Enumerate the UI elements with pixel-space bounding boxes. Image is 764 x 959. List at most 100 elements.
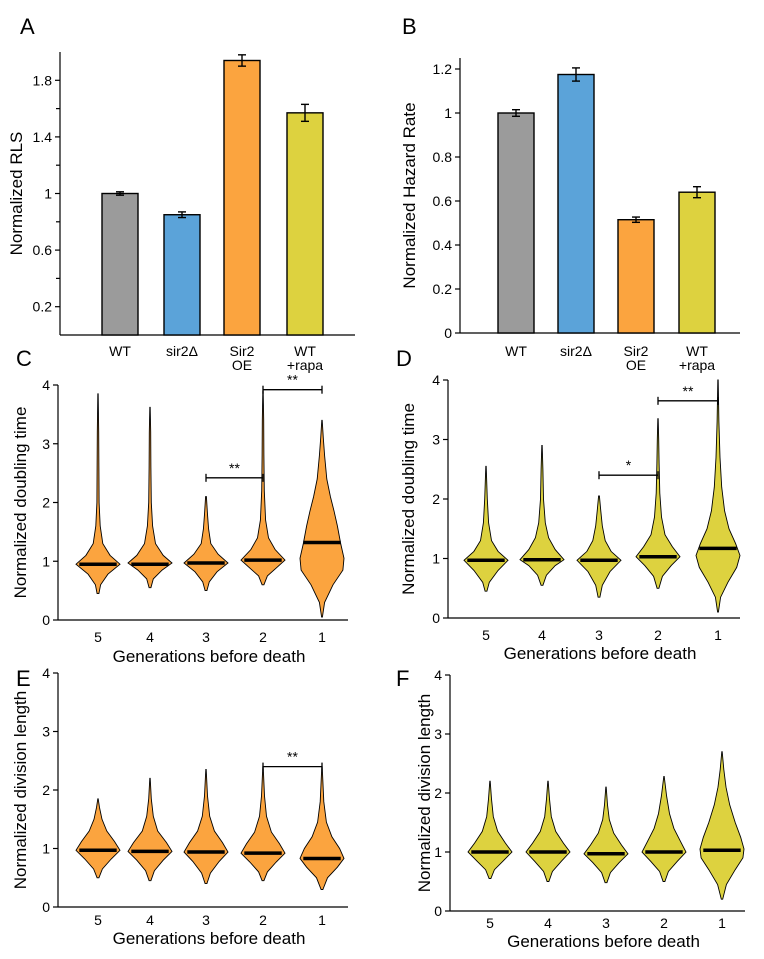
y-tick-label: 0.6 bbox=[433, 193, 453, 209]
y-tick-label: 4 bbox=[432, 372, 440, 388]
y-axis-label: Normalized division length bbox=[415, 694, 434, 892]
x-category-label: 1 bbox=[714, 627, 722, 643]
y-tick-label: 0 bbox=[434, 903, 442, 919]
bar bbox=[617, 218, 655, 334]
x-category-label: +rapa bbox=[287, 357, 323, 373]
violin bbox=[583, 786, 629, 884]
x-category-label: WT bbox=[294, 343, 316, 359]
x-category-label: 3 bbox=[602, 915, 610, 931]
y-tick-label: 0.8 bbox=[433, 149, 453, 165]
y-tick-label: 4 bbox=[42, 665, 50, 681]
y-axis-label: Normalized Hazard Rate bbox=[400, 102, 419, 288]
violin bbox=[695, 379, 741, 613]
violin bbox=[299, 419, 345, 618]
x-category-label: 4 bbox=[544, 915, 552, 931]
x-category-label: 5 bbox=[482, 627, 490, 643]
x-category-label: 4 bbox=[146, 629, 154, 645]
panel-letter: C bbox=[16, 346, 32, 371]
y-tick-label: 0 bbox=[432, 610, 440, 626]
y-tick-label: 1.8 bbox=[33, 72, 53, 88]
significance-label: ** bbox=[287, 372, 298, 388]
x-category-label: 1 bbox=[718, 915, 726, 931]
x-category-label: 4 bbox=[146, 912, 154, 928]
y-tick-label: 2 bbox=[42, 495, 50, 511]
violin bbox=[576, 495, 622, 598]
x-category-label: 3 bbox=[202, 629, 210, 645]
y-tick-label: 0 bbox=[42, 899, 50, 915]
panel-letter: A bbox=[20, 14, 35, 39]
x-axis-label: Generations before death bbox=[507, 932, 700, 951]
y-axis-label: Normalized doubling time bbox=[399, 403, 418, 595]
x-category-label: 5 bbox=[94, 912, 102, 928]
x-category-label: sir2Δ bbox=[166, 343, 198, 359]
violin bbox=[299, 766, 345, 890]
y-tick-label: 0 bbox=[444, 325, 452, 341]
x-category-label: WT bbox=[505, 343, 527, 359]
x-category-label: 1 bbox=[318, 912, 326, 928]
panel-letter: E bbox=[16, 666, 31, 691]
panel-a: A 0.2 0.6 1 1.4 1.8 Normalized RLS WT sir2Δ Sir2O… bbox=[7, 14, 355, 373]
significance-label: * bbox=[626, 457, 632, 473]
y-tick-label: 1 bbox=[432, 551, 440, 567]
x-category-label: 2 bbox=[259, 912, 267, 928]
x-category-label: 2 bbox=[259, 629, 267, 645]
x-category-label: Sir2 bbox=[230, 343, 255, 359]
significance-label: ** bbox=[683, 383, 694, 399]
y-tick-label: 3 bbox=[42, 436, 50, 452]
x-category-label: 3 bbox=[202, 912, 210, 928]
panel-e: E 0 1 2 3 4 Normalized division length 5 4 3 2 1 ** G… bbox=[11, 665, 348, 948]
y-axis-label: Normalized RLS bbox=[7, 132, 26, 256]
violin bbox=[240, 390, 286, 586]
y-tick-label: 2 bbox=[432, 491, 440, 507]
y-tick-label: 0.2 bbox=[433, 281, 453, 297]
y-axis-label: Normalized doubling time bbox=[11, 407, 30, 599]
bar bbox=[101, 192, 139, 336]
x-category-label: 5 bbox=[486, 915, 494, 931]
y-tick-label: 0 bbox=[42, 612, 50, 628]
x-category-label: 3 bbox=[595, 627, 603, 643]
bar bbox=[678, 191, 716, 334]
panel-b: B 0 0.2 0.4 0.6 0.8 1 1.2 Normalized Hazard Rate… bbox=[400, 14, 740, 373]
bar bbox=[286, 112, 324, 336]
violin bbox=[75, 798, 121, 879]
y-tick-label: 1 bbox=[42, 841, 50, 857]
y-tick-label: 1 bbox=[444, 105, 452, 121]
y-tick-label: 1 bbox=[434, 844, 442, 860]
violin bbox=[240, 766, 286, 882]
y-tick-label: 3 bbox=[432, 432, 440, 448]
bar bbox=[557, 73, 595, 334]
y-tick-label: 1.2 bbox=[433, 61, 453, 77]
x-category-label: 1 bbox=[318, 629, 326, 645]
violin bbox=[699, 751, 745, 900]
y-tick-label: 3 bbox=[42, 724, 50, 740]
y-tick-label: 0.4 bbox=[433, 237, 453, 253]
violin bbox=[127, 406, 173, 589]
y-tick-label: 1 bbox=[42, 553, 50, 569]
x-category-label: OE bbox=[626, 357, 646, 373]
y-tick-label: 0.6 bbox=[33, 242, 53, 258]
x-axis-label: Generations before death bbox=[113, 929, 306, 948]
panel-c: C 0 1 2 3 4 Normalized doubling time 5 4 3 2 1 ** ** G… bbox=[11, 346, 348, 666]
significance-label: ** bbox=[287, 749, 298, 765]
significance-label: ** bbox=[229, 460, 240, 476]
x-category-label: OE bbox=[232, 357, 252, 373]
violin bbox=[127, 777, 173, 882]
x-category-label: Sir2 bbox=[624, 343, 649, 359]
violin bbox=[183, 496, 229, 592]
y-tick-label: 2 bbox=[42, 782, 50, 798]
y-tick-label: 1.4 bbox=[33, 129, 53, 145]
x-category-label: 5 bbox=[94, 629, 102, 645]
y-tick-label: 3 bbox=[434, 726, 442, 742]
panel-letter: D bbox=[396, 346, 412, 371]
bar bbox=[497, 112, 535, 334]
x-category-label: WT bbox=[686, 343, 708, 359]
y-tick-label: 0.2 bbox=[33, 299, 53, 315]
violin bbox=[641, 776, 687, 882]
y-tick-label: 4 bbox=[42, 377, 50, 393]
violin bbox=[183, 769, 229, 885]
x-category-label: 2 bbox=[654, 627, 662, 643]
violin bbox=[635, 418, 681, 589]
